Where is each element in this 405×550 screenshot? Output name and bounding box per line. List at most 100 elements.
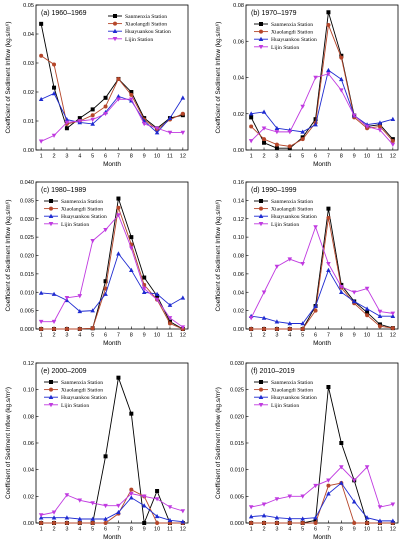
- data-point: [77, 116, 82, 121]
- data-point: [326, 478, 331, 483]
- data-point: [103, 454, 108, 459]
- y-tick-label: 0.020: [230, 414, 244, 420]
- x-tick-label: 5: [91, 527, 94, 533]
- data-point: [274, 319, 280, 324]
- data-point: [116, 251, 121, 256]
- plot-frame: [35, 4, 189, 151]
- data-point: [377, 324, 382, 329]
- legend-label: Huayuankou Station: [125, 29, 171, 35]
- data-point: [364, 124, 370, 129]
- x-axis-title: Month: [103, 161, 121, 168]
- data-point: [339, 480, 344, 485]
- data-point: [141, 286, 147, 291]
- y-tick-label: 0.030: [20, 217, 34, 223]
- y-tick-label: 0.010: [230, 468, 244, 474]
- data-point: [261, 502, 267, 507]
- data-point: [51, 510, 57, 515]
- data-point: [274, 327, 279, 331]
- data-point: [51, 515, 57, 520]
- data-point: [377, 120, 383, 125]
- legend: Sanmenxia Station Xiaolangdi StationHuayu…: [254, 22, 317, 51]
- series-line-2: [40, 92, 184, 134]
- data-point: [129, 487, 134, 492]
- data-point: [167, 316, 173, 321]
- legend-label: Lijin Station: [271, 403, 299, 409]
- y-tick-label: 0.015: [230, 441, 244, 447]
- data-point: [377, 128, 383, 133]
- y-tick-label: 0.01: [23, 119, 34, 125]
- series-line-2: [251, 482, 393, 522]
- legend-label: Huayuankou Station: [271, 37, 317, 43]
- panel-title: (d) 1990–1999: [251, 187, 297, 194]
- data-point: [300, 104, 305, 109]
- legend-marker: [48, 394, 54, 399]
- data-point: [129, 491, 134, 497]
- data-point: [287, 144, 292, 149]
- x-tick-label: 4: [288, 527, 291, 533]
- data-point: [326, 67, 331, 73]
- x-tick-label: 10: [364, 333, 370, 339]
- x-tick-label: 11: [377, 333, 383, 339]
- legend-marker: [258, 45, 264, 50]
- x-tick-label: 5: [301, 527, 304, 533]
- data-point: [38, 290, 44, 295]
- x-tick-label: 3: [275, 333, 278, 339]
- legend: Sanmenxia Station Xiaolangdi StationHuayu…: [44, 199, 107, 228]
- series-line-1: [250, 23, 394, 147]
- x-tick-label: 12: [180, 333, 186, 339]
- x-tick-label: 2: [262, 154, 265, 160]
- y-axis-title: Coefficient of Sediment Inflow (kg.s/m⁶): [215, 22, 222, 134]
- plot-frame: [245, 4, 399, 151]
- x-tick-label: 3: [65, 527, 68, 533]
- x-tick-label: 10: [154, 154, 160, 160]
- y-tick-label: 0.02: [233, 112, 244, 118]
- x-tick-label: 9: [143, 333, 146, 339]
- data-point: [38, 319, 44, 325]
- data-point: [64, 126, 69, 131]
- data-point: [326, 385, 331, 389]
- data-point: [90, 117, 95, 122]
- data-point: [261, 126, 267, 131]
- data-point: [90, 113, 95, 118]
- data-point: [377, 124, 382, 129]
- data-point: [155, 521, 160, 525]
- chart-panel-1: 1 2 3 4 5 6 7 8 9 10 11 120.000.010.020.030.040.05M…: [5, 3, 189, 168]
- data-point: [249, 124, 254, 129]
- data-point: [90, 308, 95, 313]
- data-point: [154, 291, 160, 296]
- legend-label: Xiaolangdi Station: [271, 207, 313, 213]
- y-tick-label: 0.020: [20, 254, 34, 260]
- data-point: [155, 293, 160, 298]
- data-point: [129, 411, 134, 416]
- data-point: [64, 120, 70, 125]
- x-tick-label: 1: [250, 527, 253, 533]
- y-axis-title: Coefficient of Sediment Inflow (kg.s/m⁶): [5, 22, 12, 134]
- y-tick-label: 0.040: [20, 180, 34, 186]
- series-line-3: [41, 493, 183, 516]
- data-point: [155, 489, 160, 493]
- data-point: [262, 137, 267, 142]
- data-point: [339, 289, 344, 295]
- x-tick-label: 10: [154, 527, 160, 533]
- legend-label: Xiaolangdi Station: [125, 22, 167, 28]
- series-line-2: [41, 497, 183, 523]
- data-point: [274, 130, 280, 135]
- data-point: [38, 139, 44, 144]
- data-point: [141, 503, 147, 508]
- x-tick-label: 12: [390, 333, 396, 339]
- x-tick-label: 11: [377, 527, 383, 533]
- data-point: [77, 521, 82, 525]
- x-tick-label: 6: [104, 154, 107, 160]
- y-tick-label: 0.16: [233, 180, 244, 186]
- plot-frame: [245, 362, 399, 524]
- legend-label: Lijin Station: [61, 222, 89, 228]
- x-tick-label: 8: [130, 527, 133, 533]
- data-point: [300, 261, 305, 267]
- legend-label: Huayuankou Station: [61, 395, 107, 401]
- data-point: [129, 90, 134, 94]
- data-point: [167, 115, 173, 120]
- legend-marker: [259, 206, 263, 211]
- data-point: [249, 521, 254, 525]
- data-point: [313, 308, 318, 313]
